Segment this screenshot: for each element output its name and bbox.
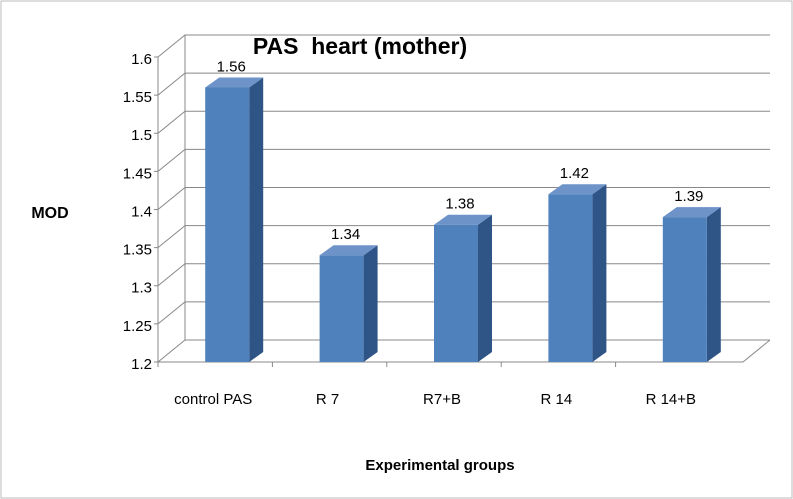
data-label: 1.34 bbox=[331, 226, 360, 243]
bar-face bbox=[205, 87, 250, 362]
y-tick-label: 1.6 bbox=[131, 51, 152, 68]
grid-line bbox=[157, 110, 770, 134]
y-tick-label: 1.2 bbox=[131, 356, 152, 373]
bar bbox=[205, 77, 264, 362]
bar-face bbox=[363, 245, 378, 362]
x-tick-label: R 14+B bbox=[645, 391, 697, 408]
data-label: 1.38 bbox=[445, 196, 474, 213]
bar bbox=[662, 207, 721, 362]
bar-face bbox=[662, 207, 721, 218]
bar bbox=[548, 184, 607, 362]
bar-face bbox=[662, 217, 707, 362]
grid-line bbox=[157, 34, 770, 58]
data-label: 1.56 bbox=[217, 58, 246, 75]
y-axis-label: MOD bbox=[31, 205, 68, 222]
bar bbox=[319, 245, 378, 362]
y-tick-label: 1.55 bbox=[123, 89, 152, 106]
y-tick-label: 1.25 bbox=[123, 318, 152, 335]
x-axis-label: Experimental groups bbox=[365, 457, 514, 474]
y-tick-label: 1.4 bbox=[131, 203, 152, 220]
bar-face bbox=[205, 77, 264, 88]
y-tick-label: 1.3 bbox=[131, 280, 152, 297]
bar-face bbox=[434, 214, 492, 225]
bar bbox=[434, 214, 492, 362]
chart-title: PAS heart (mother) bbox=[253, 33, 467, 59]
bar-face bbox=[592, 184, 607, 362]
bar-face bbox=[249, 77, 264, 362]
x-tick-label: control PAS bbox=[174, 391, 253, 408]
bar-face bbox=[434, 224, 478, 362]
data-label: 1.39 bbox=[674, 188, 703, 205]
y-tick-label: 1.5 bbox=[131, 127, 152, 144]
grid-line bbox=[157, 148, 770, 172]
x-tick-label: R 7 bbox=[315, 391, 340, 408]
data-label: 1.42 bbox=[560, 165, 589, 182]
bar-face bbox=[478, 214, 492, 362]
bar-face bbox=[319, 245, 378, 256]
y-tick-label: 1.35 bbox=[123, 242, 152, 259]
bar-face bbox=[706, 207, 721, 362]
y-tick-label: 1.45 bbox=[123, 165, 152, 182]
bar-face bbox=[548, 194, 593, 362]
grid-line bbox=[157, 72, 770, 96]
bar-face bbox=[548, 184, 607, 195]
x-tick-label: R 14 bbox=[540, 391, 573, 408]
bar-face bbox=[319, 255, 364, 362]
x-tick-label: R7+B bbox=[423, 391, 461, 408]
